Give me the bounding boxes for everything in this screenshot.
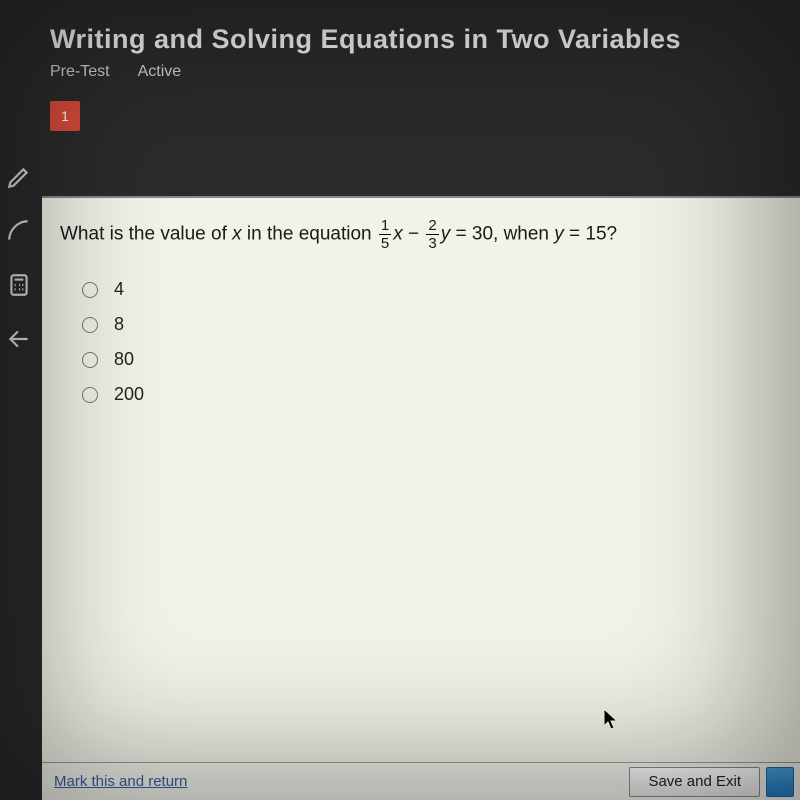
radio-icon[interactable]: [82, 317, 98, 333]
choice-b[interactable]: 8: [82, 314, 776, 335]
choice-label: 200: [114, 384, 144, 405]
tabs-row: Pre-Test Active: [50, 63, 780, 81]
variable-x-2: x: [393, 224, 403, 245]
eq-rhs: = 30, when: [450, 224, 554, 245]
fraction-2-3: 23: [426, 218, 438, 251]
frac1-num: 1: [379, 218, 391, 234]
left-toolbar: [0, 160, 38, 352]
bottom-bar: Mark this and return Save and Exit: [42, 762, 800, 800]
page-title: Writing and Solving Equations in Two Var…: [50, 24, 780, 55]
radio-icon[interactable]: [82, 387, 98, 403]
choice-c[interactable]: 80: [82, 349, 776, 370]
choice-a[interactable]: 4: [82, 279, 776, 300]
fraction-1-5: 15: [379, 218, 391, 251]
mouse-cursor-icon: [602, 708, 620, 732]
question-number-row: 1: [0, 91, 800, 131]
question-number-badge[interactable]: 1: [50, 101, 80, 131]
frac2-den: 3: [426, 234, 438, 251]
choices-list: 4 8 80 200: [82, 279, 776, 405]
choice-label: 80: [114, 349, 134, 370]
stem-mid-1: in the equation: [242, 224, 377, 245]
choice-label: 4: [114, 279, 124, 300]
bottom-button-group: Save and Exit: [629, 767, 794, 797]
variable-y: y: [441, 224, 451, 245]
question-stem: What is the value of x in the equation 1…: [60, 218, 776, 251]
pencil-icon[interactable]: [6, 164, 32, 190]
header: Writing and Solving Equations in Two Var…: [0, 0, 800, 91]
radio-icon[interactable]: [82, 352, 98, 368]
question-panel: What is the value of x in the equation 1…: [42, 196, 800, 762]
frac1-den: 5: [379, 234, 391, 251]
calculator-icon[interactable]: [6, 272, 32, 298]
next-button[interactable]: [766, 767, 794, 797]
tab-active[interactable]: Active: [138, 63, 182, 81]
minus-sign: −: [403, 224, 425, 245]
radio-icon[interactable]: [82, 282, 98, 298]
variable-y-2: y: [554, 224, 564, 245]
mark-and-return-link[interactable]: Mark this and return: [54, 773, 187, 790]
eq-cond-tail: = 15?: [564, 224, 617, 245]
tab-pretest[interactable]: Pre-Test: [50, 63, 110, 81]
variable-x: x: [232, 224, 242, 245]
choice-d[interactable]: 200: [82, 384, 776, 405]
frac2-num: 2: [426, 218, 438, 234]
back-icon[interactable]: [6, 326, 32, 352]
stem-prefix: What is the value of: [60, 224, 232, 245]
arc-icon[interactable]: [6, 218, 32, 244]
save-and-exit-button[interactable]: Save and Exit: [629, 767, 760, 797]
choice-label: 8: [114, 314, 124, 335]
